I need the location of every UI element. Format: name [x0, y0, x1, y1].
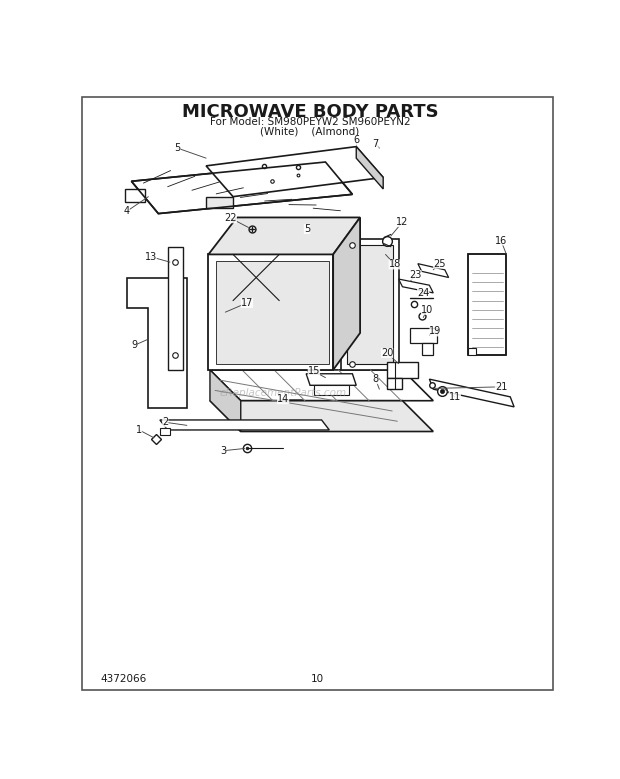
Text: 8: 8: [373, 374, 379, 384]
Text: 24: 24: [417, 288, 430, 298]
Text: 5: 5: [304, 224, 310, 234]
Polygon shape: [306, 374, 356, 386]
Text: 14: 14: [277, 394, 289, 404]
Text: 12: 12: [396, 217, 409, 227]
Polygon shape: [341, 239, 399, 370]
Polygon shape: [210, 370, 433, 400]
Text: 10: 10: [311, 675, 324, 685]
Polygon shape: [208, 255, 333, 370]
Text: eReplacementParts.com: eReplacementParts.com: [219, 388, 347, 398]
Polygon shape: [347, 245, 393, 364]
Polygon shape: [418, 263, 449, 277]
Polygon shape: [125, 189, 144, 202]
Polygon shape: [387, 362, 418, 378]
Text: 9: 9: [131, 340, 138, 351]
Text: 3: 3: [220, 446, 226, 456]
Polygon shape: [410, 327, 437, 343]
Polygon shape: [206, 196, 233, 208]
Polygon shape: [160, 428, 170, 435]
Text: 4: 4: [124, 206, 130, 217]
Text: 5: 5: [174, 143, 181, 153]
Text: 6: 6: [353, 136, 360, 146]
Text: 1: 1: [136, 425, 142, 435]
Text: 23: 23: [409, 270, 422, 280]
Polygon shape: [206, 146, 383, 196]
Polygon shape: [468, 348, 476, 354]
Text: MICROWAVE BODY PARTS: MICROWAVE BODY PARTS: [182, 103, 438, 121]
Polygon shape: [210, 370, 241, 432]
Polygon shape: [468, 255, 507, 354]
Polygon shape: [131, 162, 352, 213]
Text: 10: 10: [421, 305, 433, 315]
Text: 20: 20: [381, 348, 393, 358]
Polygon shape: [314, 386, 348, 394]
Text: 22: 22: [224, 213, 237, 224]
Text: 2: 2: [162, 418, 169, 427]
Text: 21: 21: [495, 382, 507, 392]
Text: 16: 16: [495, 235, 507, 245]
Polygon shape: [216, 260, 329, 364]
Text: 13: 13: [144, 252, 157, 262]
Text: 4372066: 4372066: [100, 675, 147, 685]
Polygon shape: [126, 277, 187, 408]
Text: 25: 25: [433, 259, 446, 269]
Text: (White)    (Almond): (White) (Almond): [260, 126, 360, 136]
Polygon shape: [160, 420, 329, 430]
Polygon shape: [210, 400, 433, 432]
Polygon shape: [356, 146, 383, 189]
Text: For Model: SM980PEYW2 SM960PEYN2: For Model: SM980PEYW2 SM960PEYN2: [210, 117, 410, 127]
Polygon shape: [208, 217, 360, 255]
Text: 11: 11: [449, 392, 461, 402]
Polygon shape: [167, 247, 183, 370]
Polygon shape: [422, 343, 433, 354]
Text: 17: 17: [241, 298, 253, 308]
Text: 18: 18: [389, 259, 401, 270]
Text: 7: 7: [373, 139, 379, 149]
Text: 19: 19: [430, 326, 441, 337]
Text: 15: 15: [308, 366, 320, 376]
Polygon shape: [430, 379, 514, 407]
Polygon shape: [387, 378, 402, 390]
Polygon shape: [399, 279, 433, 293]
Polygon shape: [333, 217, 360, 370]
